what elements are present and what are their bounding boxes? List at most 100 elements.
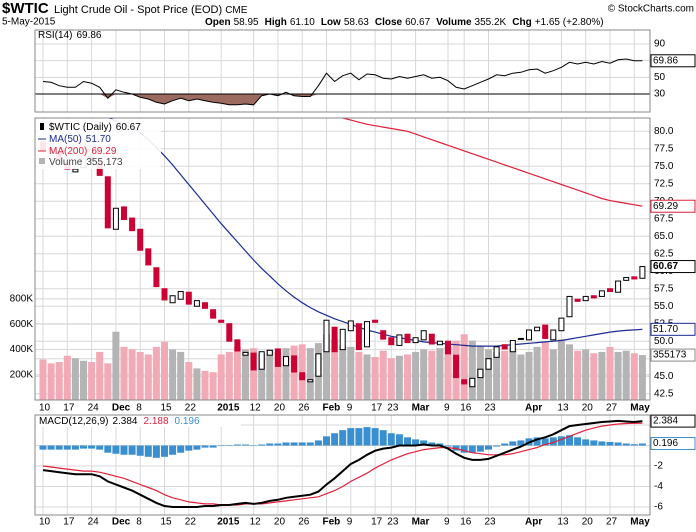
histogram-bar	[209, 445, 217, 448]
price-legend: $WTIC (Daily) 60.67	[49, 122, 141, 133]
quote-value: 355.2K	[475, 17, 507, 28]
histogram-bar	[582, 439, 590, 446]
rsi-fill	[43, 94, 643, 105]
y-tick-label: 67.5	[654, 213, 674, 224]
x-tick-label: Feb	[323, 517, 341, 528]
candle-body	[315, 353, 322, 377]
value-box-label: 60.67	[653, 261, 678, 272]
x-tick-label: 9	[347, 403, 353, 414]
candle-body	[355, 323, 362, 351]
x-tick-label: 24	[88, 403, 100, 414]
histogram-bar	[161, 445, 168, 457]
volume-bar	[39, 359, 47, 400]
volume-bar	[112, 331, 120, 400]
candle-body	[137, 228, 144, 251]
volume-bar	[606, 346, 614, 400]
candle-body	[509, 340, 516, 353]
volume-bar	[598, 351, 606, 400]
histogram-bar	[509, 441, 517, 446]
volume-bar	[274, 351, 282, 400]
y-tick-label: 30	[654, 89, 666, 100]
candle-body	[598, 290, 605, 297]
candle-body	[129, 217, 136, 232]
x-tick-label: 24	[88, 517, 100, 528]
candle-body	[161, 288, 168, 301]
histogram-bar	[306, 442, 314, 446]
x-tick-label: Mar	[412, 403, 430, 414]
volume-bar	[404, 354, 411, 400]
volume-bar	[525, 351, 533, 400]
volume-legend-part: 355,173	[86, 157, 123, 168]
volume-bar	[266, 349, 274, 400]
histogram-bar	[193, 445, 201, 450]
candle-body	[112, 207, 119, 230]
histogram-bar	[112, 445, 120, 454]
candle-body	[331, 326, 338, 353]
macd-last: 2.384	[112, 416, 137, 427]
volume-bar	[258, 353, 266, 400]
histogram-bar	[177, 445, 185, 453]
histogram-bar	[266, 443, 274, 446]
y-tick-label: 75.0	[654, 161, 674, 172]
histogram-bar	[444, 445, 452, 447]
x-tick-label: 20	[582, 403, 594, 414]
x-tick-label: 23	[387, 403, 399, 414]
rsi-line	[42, 58, 643, 106]
candle-body	[493, 346, 500, 358]
volume-bar	[209, 372, 217, 400]
value-box	[650, 348, 696, 362]
histogram-bar	[347, 428, 355, 446]
x-tick-label: 17	[371, 403, 383, 414]
legend-icon	[40, 123, 44, 130]
price-legend-part: 60.67	[116, 122, 141, 133]
histogram-bar	[622, 443, 630, 446]
histogram-bar	[630, 444, 638, 446]
volume-bar	[444, 346, 452, 400]
volume-bar	[47, 363, 55, 400]
candle-body	[607, 288, 613, 293]
histogram-bar	[80, 445, 87, 449]
volume-bar	[233, 346, 241, 400]
histogram-bar	[128, 445, 136, 455]
histogram-bar	[233, 444, 241, 446]
quote-label: Low	[321, 17, 341, 28]
volume-bar	[104, 363, 112, 400]
histogram-bar	[323, 436, 330, 446]
quote-value: 60.67	[405, 17, 430, 28]
x-tick-label: 23	[485, 517, 497, 528]
histogram-bar	[282, 442, 290, 446]
histogram-bar	[169, 445, 177, 455]
histogram-bar	[404, 437, 411, 446]
histogram-bar	[39, 445, 47, 450]
value-box-label: 69.86	[653, 55, 678, 66]
volume-bar	[509, 348, 517, 400]
candle-body	[291, 355, 298, 373]
volume-bar	[290, 345, 298, 400]
rsi-legend: RSI(14) 69.86	[38, 30, 102, 41]
x-tick-label: 9	[444, 403, 450, 414]
histogram-bar	[379, 430, 387, 446]
y2-tick-label: 800K	[10, 293, 34, 304]
histogram-bar	[185, 445, 193, 451]
volume-bar	[363, 354, 371, 400]
macd-legend: MACD(12,26,9) 2.384 2.188 0.196	[39, 416, 200, 427]
histogram-bar	[549, 437, 557, 446]
candle-body	[461, 379, 468, 385]
ma50-legend-part: 51.70	[86, 134, 111, 145]
volume-bar	[306, 348, 314, 400]
value-box	[650, 322, 696, 336]
histogram-bar	[493, 445, 501, 447]
x-tick-label: Feb	[323, 403, 341, 414]
volume-bar	[460, 334, 468, 400]
candle-body	[445, 340, 451, 355]
chart-subtitle: Light Crude Oil - Spot Price (EOD) CME	[54, 4, 248, 16]
rsi-frame	[34, 29, 651, 113]
candle-body	[226, 323, 233, 342]
histogram-bar	[371, 428, 379, 446]
volume-bar	[298, 344, 306, 400]
value-box	[650, 199, 696, 213]
histogram-bar	[541, 438, 549, 446]
price-legend-part: $WTIC (Daily)	[49, 122, 112, 133]
volume-bar	[574, 350, 582, 400]
